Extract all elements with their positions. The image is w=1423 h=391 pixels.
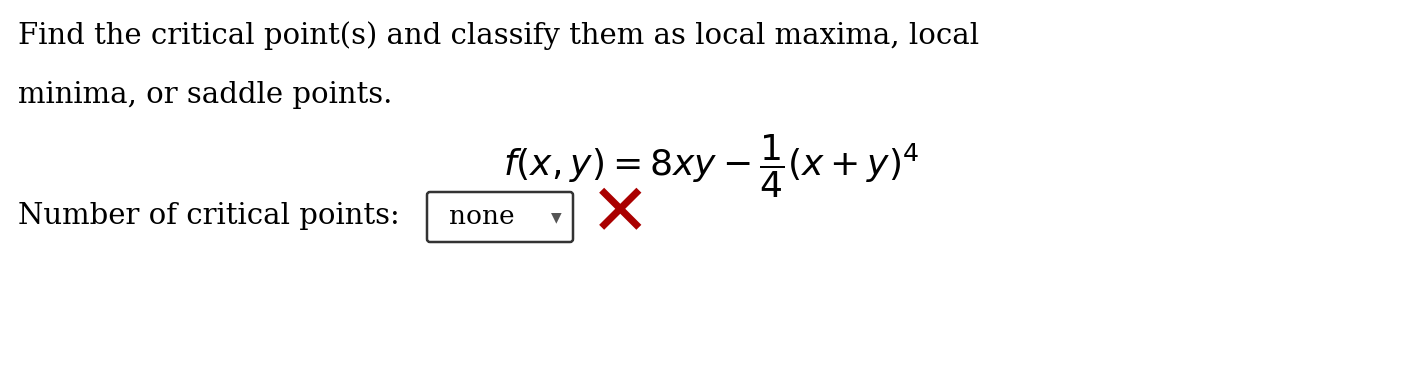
Text: $f(x, y) = 8xy - \dfrac{1}{4}(x + y)^4$: $f(x, y) = 8xy - \dfrac{1}{4}(x + y)^4$: [502, 133, 919, 200]
Text: Find the critical point(s) and classify them as local maxima, local: Find the critical point(s) and classify …: [18, 21, 979, 50]
Text: Number of critical points:: Number of critical points:: [18, 202, 400, 230]
Text: ✕: ✕: [589, 181, 650, 251]
Text: minima, or saddle points.: minima, or saddle points.: [18, 81, 393, 109]
FancyBboxPatch shape: [427, 192, 573, 242]
Text: none: none: [450, 204, 515, 230]
Text: ▼: ▼: [551, 210, 561, 224]
